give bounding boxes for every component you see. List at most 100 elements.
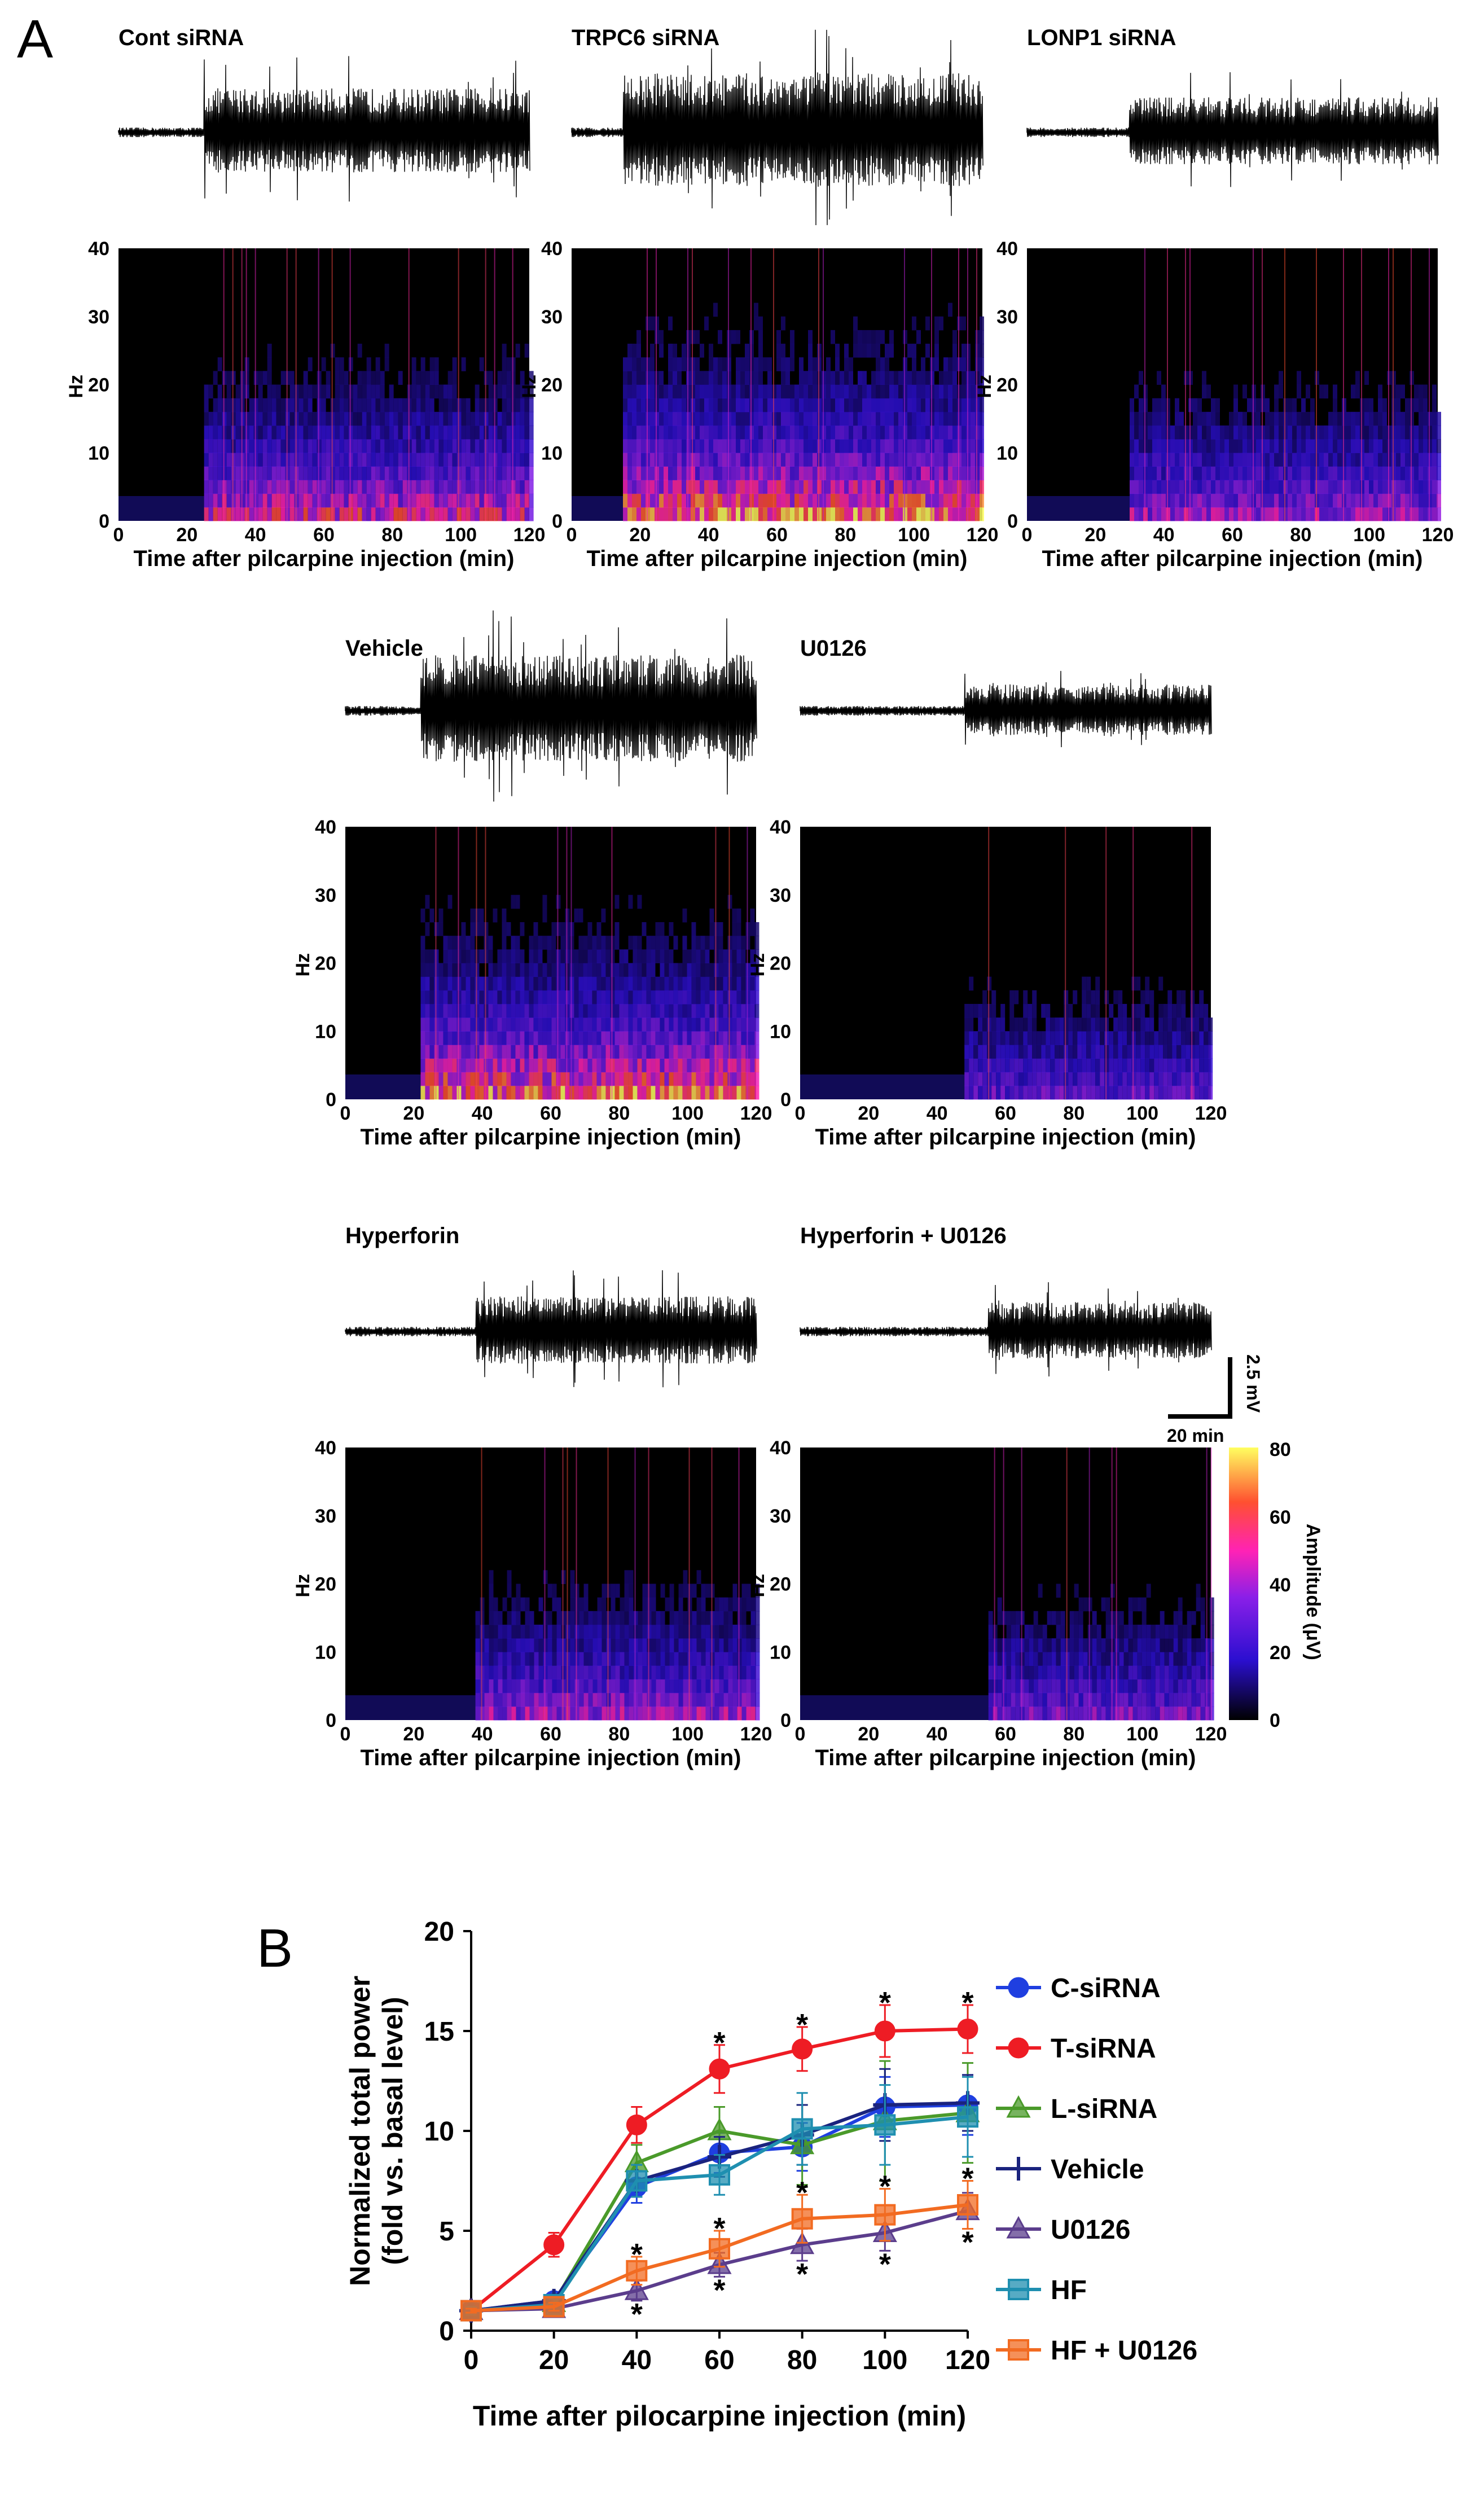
spectrogram-cell bbox=[502, 384, 507, 399]
spectrogram-cell bbox=[353, 480, 358, 494]
spectrogram-cell bbox=[371, 411, 376, 426]
spectrogram-cell bbox=[1059, 1045, 1064, 1059]
spectrogram-cell bbox=[1437, 466, 1441, 481]
spectrogram-cell bbox=[1086, 1031, 1091, 1045]
spectrogram-cell bbox=[1181, 1045, 1186, 1059]
spectrogram-cell bbox=[1113, 1072, 1118, 1086]
spectrogram-cell bbox=[1186, 1085, 1191, 1100]
spectrogram-cell bbox=[669, 1597, 674, 1612]
spectrogram-cell bbox=[1419, 439, 1423, 453]
spectrogram-cell bbox=[1155, 1624, 1160, 1639]
spectrogram-cell bbox=[880, 480, 885, 494]
spectrogram-spike-line bbox=[1388, 248, 1389, 521]
spectrogram-cell bbox=[1128, 1624, 1133, 1639]
spectrogram-cell bbox=[718, 384, 722, 399]
spectrogram-cell bbox=[208, 480, 213, 494]
spectrogram-cell bbox=[438, 990, 444, 1005]
spectrogram-cell bbox=[529, 990, 534, 1005]
spectrogram-cell bbox=[1041, 1031, 1046, 1045]
spectrogram-cell bbox=[948, 425, 952, 440]
spectrogram-cell bbox=[375, 357, 380, 371]
spectrogram-cell bbox=[1206, 439, 1211, 453]
spectrogram-spike-line bbox=[245, 248, 247, 521]
spectrogram-cell bbox=[1351, 493, 1355, 508]
spectrogram-cell bbox=[641, 453, 646, 467]
spectrogram-cell bbox=[574, 1058, 579, 1073]
spectrogram-cell bbox=[925, 507, 930, 521]
spectrogram-cell bbox=[943, 398, 948, 413]
spectrogram-cell bbox=[755, 1679, 760, 1694]
spectrogram-cell bbox=[551, 949, 556, 963]
spectrogram-cell bbox=[502, 1017, 507, 1032]
spectrogram-cell bbox=[1059, 1072, 1064, 1086]
spectrogram-cell bbox=[660, 990, 665, 1005]
spectrogram-cell bbox=[943, 507, 948, 521]
spectrogram-cell bbox=[511, 1611, 516, 1625]
spectrogram-cell bbox=[1060, 1692, 1065, 1707]
spectrogram-cell bbox=[683, 1611, 688, 1625]
spectrogram-cell bbox=[629, 1624, 634, 1639]
spectrogram-cell bbox=[1337, 425, 1342, 440]
spectrogram-cell bbox=[489, 1611, 494, 1625]
spectrogram-cell bbox=[488, 976, 493, 991]
spectrogram-cell bbox=[420, 371, 425, 385]
spectrogram-cell bbox=[592, 1045, 597, 1059]
spectrogram-cell bbox=[1000, 1058, 1006, 1073]
spectrogram-cell bbox=[632, 357, 636, 371]
spectrogram-cell bbox=[601, 1085, 606, 1100]
spectrogram-cell bbox=[849, 493, 853, 508]
spectrogram-cell bbox=[479, 1085, 484, 1100]
spectrogram-cell bbox=[1082, 976, 1087, 991]
spectrogram-cell bbox=[898, 507, 903, 521]
spectrogram-cell bbox=[280, 466, 286, 481]
spectrogram-cell bbox=[650, 466, 655, 481]
spectrogram-cell bbox=[683, 1706, 688, 1721]
x-tick-label: 40 bbox=[927, 1723, 948, 1745]
spectrogram-cell bbox=[1101, 1665, 1106, 1680]
spectrogram-cell bbox=[515, 453, 520, 467]
spectrogram-cell bbox=[533, 1045, 538, 1059]
spectrogram-cell bbox=[267, 453, 272, 467]
spectrogram-baseline-band bbox=[1027, 496, 1130, 521]
spectrogram-cell bbox=[978, 1085, 983, 1100]
spectrogram-cell bbox=[700, 1085, 705, 1100]
spectrogram-cell bbox=[1197, 493, 1202, 508]
spectrogram-cell bbox=[804, 411, 808, 426]
y-tick-label: 10 bbox=[770, 1021, 791, 1042]
spectrogram-cell bbox=[718, 453, 722, 467]
spectrogram-cell bbox=[1056, 1679, 1061, 1694]
spectrogram-cell bbox=[695, 439, 700, 453]
spectrogram-cell bbox=[651, 936, 656, 950]
spectrogram-cell bbox=[1060, 1679, 1065, 1694]
spectrogram-cell bbox=[447, 507, 453, 521]
spectrogram-cell bbox=[1333, 453, 1337, 467]
spectrogram-cell bbox=[1149, 1017, 1154, 1032]
spectrogram-cell bbox=[615, 1638, 620, 1652]
spectrogram-cell bbox=[1152, 480, 1157, 494]
spectrogram-cell bbox=[669, 1003, 674, 1018]
spectrogram-cell bbox=[943, 384, 948, 399]
spectrogram-cell bbox=[470, 922, 475, 936]
spectrogram-cell bbox=[969, 1017, 974, 1032]
spectrogram-cell bbox=[840, 493, 844, 508]
spectrogram-cell bbox=[411, 507, 416, 521]
spectrogram-cell bbox=[952, 493, 957, 508]
spectrogram-cell bbox=[1128, 1706, 1133, 1721]
spectrogram-cell bbox=[1186, 1058, 1191, 1073]
spectrogram-cell bbox=[542, 1017, 547, 1032]
spectrogram-cell bbox=[718, 963, 723, 977]
spectrogram-cell bbox=[785, 439, 790, 453]
spectrogram-cell bbox=[636, 439, 641, 453]
spectrogram-spike-line bbox=[648, 1448, 649, 1720]
spectrogram-cell bbox=[934, 344, 939, 358]
spectrogram-cell bbox=[651, 1638, 656, 1652]
spectrogram-cell bbox=[674, 1624, 679, 1639]
spectrogram-cell bbox=[1187, 1679, 1192, 1694]
spectrogram-cell bbox=[411, 357, 416, 371]
spectrogram-cell bbox=[695, 493, 700, 508]
spectrogram-cell bbox=[1414, 493, 1419, 508]
y-tick-label: 20 bbox=[541, 375, 563, 396]
spectrogram-cell bbox=[438, 466, 444, 481]
spectrogram-cell bbox=[560, 1058, 565, 1073]
